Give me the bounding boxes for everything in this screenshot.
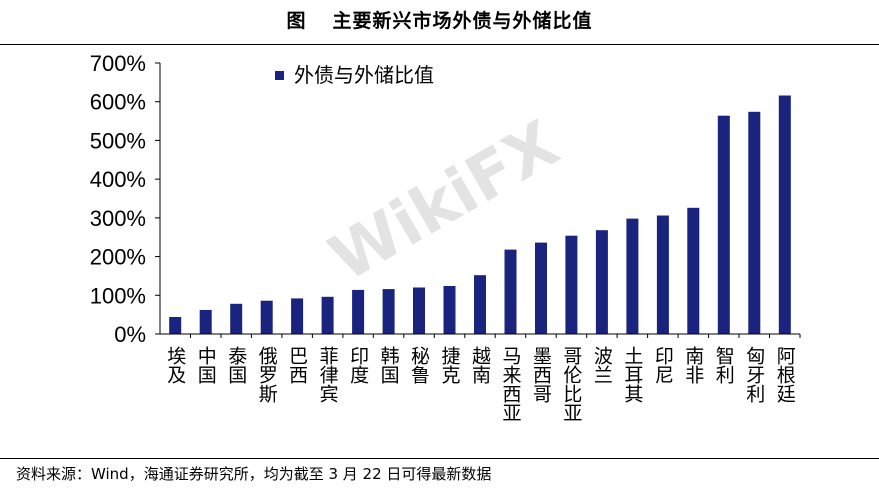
y-tick-label: 300%: [90, 206, 146, 231]
top-rule: [0, 44, 879, 45]
x-tick-label: 哥伦比亚: [560, 346, 582, 422]
x-tick-label: 巴西: [286, 346, 308, 384]
source-note: 资料来源：Wind，海通证券研究所，均为截至 3 月 22 日可得最新数据: [16, 465, 492, 483]
bar-哥伦比亚: [565, 235, 578, 334]
bar-巴西: [291, 298, 304, 334]
bar-泰国: [230, 303, 243, 334]
y-tick-label: 0%: [114, 322, 146, 347]
bar-chart: WikiFX 0% 100% 200% 300% 400% 500% 600% 700% 埃及…: [90, 51, 801, 422]
y-tick-label: 600%: [90, 90, 146, 115]
x-tick-label: 菲律宾: [317, 346, 339, 403]
figure-title-text: 主要新兴市场外债与外储比值: [332, 10, 593, 32]
x-tick-label: 俄罗斯: [256, 346, 278, 404]
watermark: WikiFX: [318, 107, 572, 296]
bar-土耳其: [626, 218, 639, 334]
x-tick-label: 印度: [347, 346, 369, 384]
y-tick-label: 400%: [90, 167, 146, 192]
bar-南非: [687, 207, 700, 334]
x-tick-label: 秘鲁: [408, 346, 430, 384]
x-tick-label: 阿根廷: [774, 346, 796, 403]
bar-捷克: [443, 286, 456, 334]
y-tick-label: 700%: [90, 51, 146, 76]
x-tick-label: 马来西亚: [500, 346, 522, 422]
x-tick-label: 匈牙利: [743, 346, 765, 403]
bar-马来西亚: [504, 249, 517, 334]
legend-swatch: [275, 71, 284, 80]
bottom-rule: [0, 458, 879, 459]
x-tick-label: 南非: [682, 346, 704, 384]
x-tick-label: 中国: [195, 346, 217, 384]
bar-俄罗斯: [260, 300, 273, 334]
bar-韩国: [382, 289, 395, 334]
x-tick-label: 波兰: [591, 346, 613, 384]
bar-越南: [474, 275, 486, 334]
x-tick-label: 印尼: [652, 346, 674, 384]
figure-title: 图 主要新兴市场外债与外储比值: [0, 0, 879, 44]
bar-菲律宾: [321, 296, 334, 334]
x-tick-label: 捷克: [439, 346, 461, 384]
y-axis: 0% 100% 200% 300% 400% 500% 600% 700%: [90, 51, 161, 347]
x-tick-label: 韩国: [378, 346, 400, 384]
bar-智利: [717, 115, 730, 334]
figure-label: 图: [286, 10, 307, 32]
x-tick-label: 墨西哥: [530, 346, 552, 403]
bar-匈牙利: [748, 111, 761, 334]
bar-阿根廷: [778, 95, 791, 334]
bars: [169, 95, 791, 334]
bar-中国: [199, 310, 212, 334]
y-tick-label: 500%: [90, 128, 146, 153]
x-axis: 埃及 中国 泰国 俄罗斯 巴西 菲律宾 印度 韩国 秘鲁 捷克 越南 马来西亚 墨西哥 哥伦比亚 波兰 土耳其…: [160, 333, 801, 422]
bar-波兰: [595, 230, 608, 334]
bar-墨西哥: [535, 242, 547, 334]
legend: 外债与外储比值: [275, 63, 434, 87]
y-tick-label: 200%: [90, 245, 146, 270]
bar-印度: [352, 289, 365, 334]
x-tick-label: 土耳其: [621, 346, 643, 403]
x-tick-label: 越南: [469, 346, 491, 384]
y-tick-label: 100%: [90, 283, 146, 308]
x-tick-label: 泰国: [225, 346, 247, 384]
x-tick-label: 埃及: [164, 346, 186, 384]
x-tick-label: 智利: [713, 346, 735, 384]
bar-秘鲁: [413, 287, 425, 334]
bar-印尼: [656, 215, 669, 334]
bar-埃及: [169, 317, 182, 334]
legend-label: 外债与外储比值: [294, 63, 434, 87]
